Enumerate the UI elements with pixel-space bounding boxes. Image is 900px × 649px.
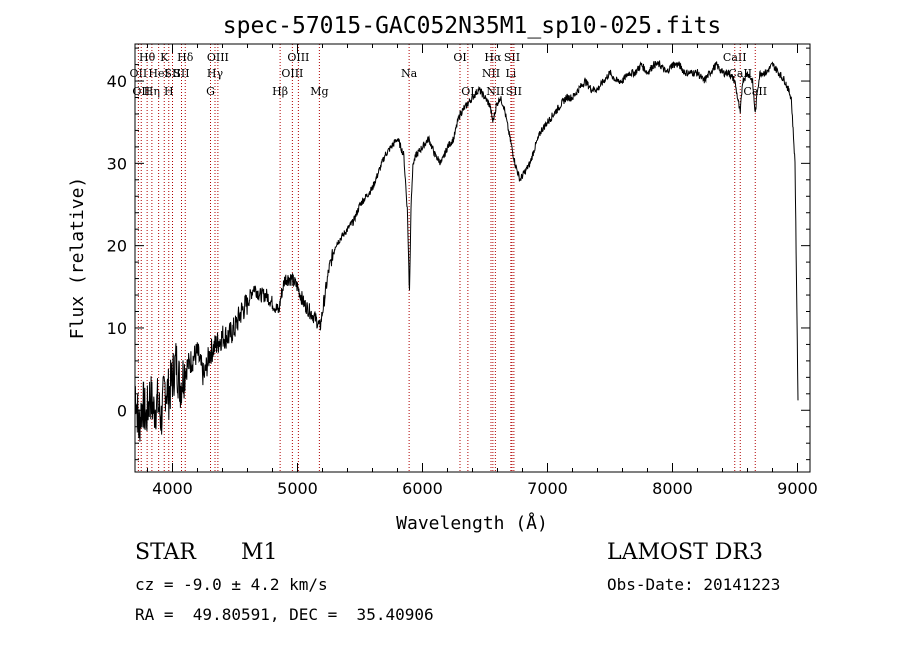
y-axis-label: Flux (relative)	[67, 177, 88, 340]
line-label: CaII	[728, 67, 752, 80]
y-tick-label: 0	[117, 401, 127, 420]
line-label: Hγ	[207, 67, 224, 80]
line-label: HeI	[148, 67, 168, 80]
chart-title: spec-57015-GAC052N35M1_sp10-025.fits	[223, 13, 722, 39]
x-tick-label: 4000	[152, 479, 193, 498]
line-label: OIII	[207, 51, 229, 64]
y-tick-label: 20	[107, 237, 127, 256]
line-label: NII	[482, 67, 500, 80]
line-label: Hβ	[272, 85, 288, 98]
x-tick-label: 7000	[527, 479, 568, 498]
line-label: SII	[506, 85, 522, 98]
line-label: Mg	[310, 85, 328, 98]
obs-date: Obs-Date: 20141223	[607, 575, 781, 594]
x-tick-label: 9000	[777, 479, 818, 498]
line-label: Hθ	[139, 51, 156, 64]
line-label: OI	[453, 51, 466, 64]
x-axis-label: Wavelength (Å)	[396, 512, 548, 534]
line-label: OI	[461, 85, 474, 98]
line-label: K	[160, 51, 169, 64]
line-label: CaII	[743, 85, 767, 98]
coordinates: RA = 49.80591, DEC = 35.40906	[135, 605, 434, 624]
line-label: Hδ	[177, 51, 194, 64]
y-tick-label: 30	[107, 154, 127, 173]
line-label: OIII	[281, 67, 303, 80]
spectrum-trace	[134, 59, 799, 442]
line-label: Na	[401, 67, 418, 80]
axes: 4000 5000 6000 7000 8000 9000 0 10 20 30 40	[107, 44, 818, 498]
line-label: CaII	[723, 51, 747, 64]
line-label: OIII	[287, 51, 309, 64]
line-label: NII	[486, 85, 504, 98]
y-tick-label: 10	[107, 319, 127, 338]
line-label: OII	[130, 67, 148, 80]
x-tick-label: 6000	[402, 479, 443, 498]
plot-frame	[134, 43, 811, 473]
spectral-subclass: M1	[241, 540, 278, 565]
line-label: SII	[164, 67, 180, 80]
survey-name: LAMOST DR3	[607, 540, 763, 565]
object-type: STAR	[135, 540, 196, 565]
line-label: H	[164, 85, 174, 98]
redshift-readout: cz = -9.0 ± 4.2 km/s	[135, 575, 328, 594]
x-tick-label: 8000	[652, 479, 693, 498]
line-label: Hη	[144, 85, 160, 98]
spectral-line-markers: OIIOIIHθHηHeIKHSIISIIHδGHγOIIIHβOIIIOIII…	[130, 44, 767, 472]
line-label: Li	[505, 67, 516, 80]
spectrum-line-series	[134, 59, 799, 442]
line-label: G	[206, 85, 215, 98]
line-label: Hα	[484, 51, 502, 64]
line-label: SII	[173, 67, 189, 80]
line-label: OII	[132, 85, 150, 98]
x-tick-label: 5000	[277, 479, 318, 498]
line-label: SII	[504, 51, 520, 64]
y-tick-label: 40	[107, 72, 127, 91]
